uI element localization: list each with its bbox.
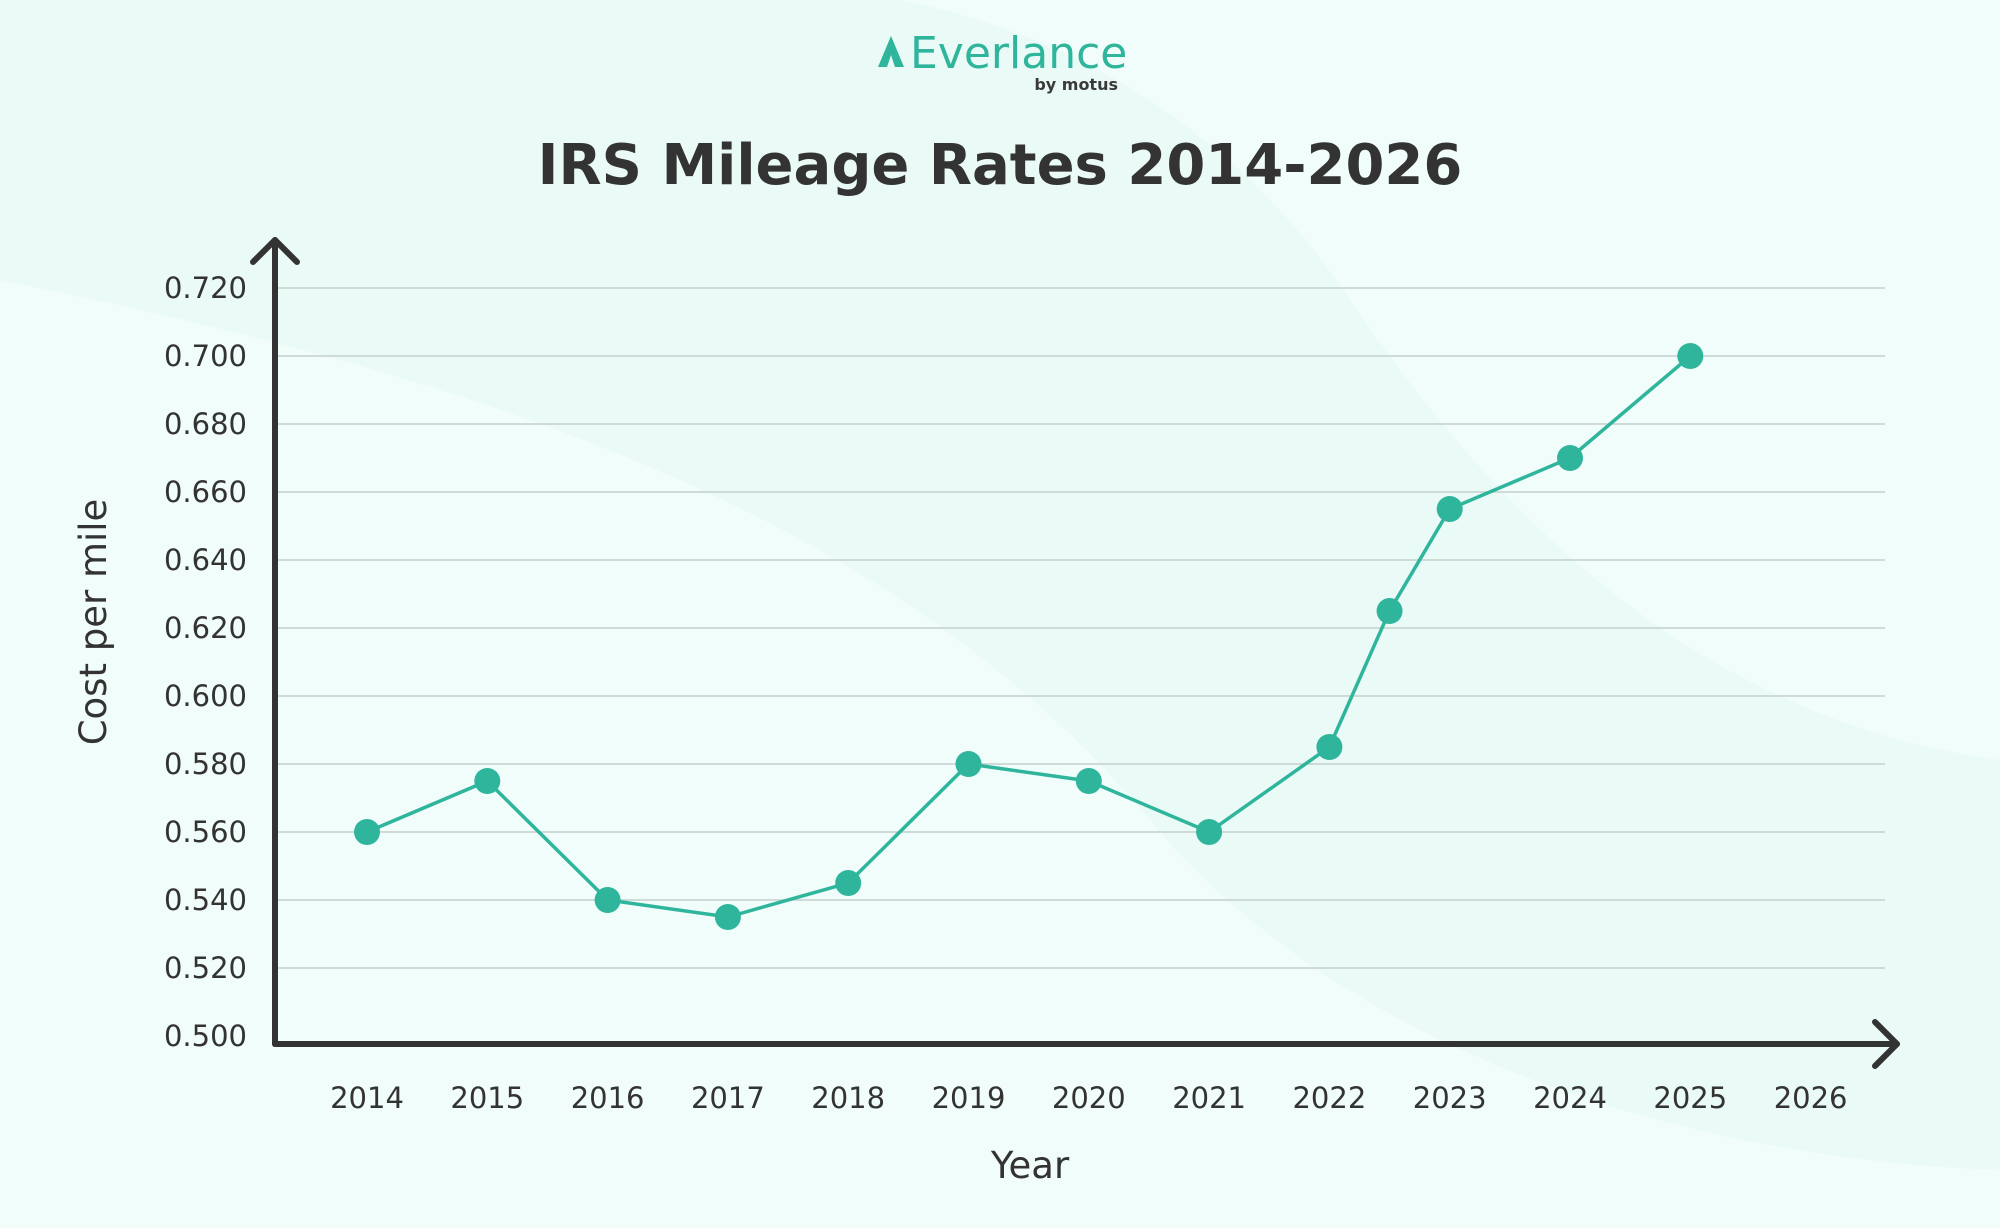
y-tick-label: 0.560 (164, 815, 247, 849)
data-point (1557, 445, 1583, 471)
data-point (714, 904, 741, 930)
x-axis-title: Year (990, 1144, 1070, 1187)
y-tick-label: 0.620 (164, 611, 247, 645)
x-tick-label: 2025 (1653, 1081, 1727, 1115)
data-point (1376, 598, 1403, 624)
data-point (354, 819, 380, 845)
logo-byline: by motus (1034, 75, 1118, 94)
x-tick-label: 2016 (571, 1081, 645, 1115)
data-point (1196, 819, 1223, 845)
y-tick-label: 0.520 (164, 951, 247, 985)
y-tick-label: 0.640 (164, 543, 247, 577)
y-tick-label: 0.680 (164, 407, 247, 441)
logo-mark-icon (878, 36, 904, 67)
x-tick-label: 2015 (450, 1081, 524, 1115)
y-axis-ticks: 0.500 0.520 0.540 0.560 0.580 0.600 0.620 0.640… (164, 271, 247, 1053)
x-tick-label: 2020 (1052, 1081, 1126, 1115)
axes (250, 237, 1900, 1069)
y-tick-label: 0.580 (164, 747, 247, 781)
chart-title: IRS Mileage Rates 2014-2026 (538, 133, 1463, 198)
x-tick-label: 2021 (1172, 1081, 1246, 1115)
x-tick-label: 2019 (932, 1081, 1006, 1115)
x-axis-arrow-icon (1872, 1019, 1900, 1069)
x-tick-label: 2022 (1292, 1081, 1366, 1115)
data-point (835, 870, 862, 896)
data-point (474, 768, 501, 794)
data-point (594, 887, 621, 913)
data-points (354, 343, 1704, 930)
grid-lines (275, 287, 1885, 969)
y-tick-label: 0.540 (164, 883, 247, 917)
everlance-logo: Everlance by motus (878, 28, 1127, 94)
logo-wordmark: Everlance (910, 28, 1127, 79)
x-tick-label: 2023 (1413, 1081, 1487, 1115)
y-axis-title: Cost per mile (72, 499, 115, 746)
data-point (1436, 496, 1463, 522)
y-axis-arrow-icon (250, 237, 300, 265)
x-tick-label: 2026 (1774, 1081, 1848, 1115)
x-tick-label: 2014 (330, 1081, 404, 1115)
y-tick-label: 0.660 (164, 475, 247, 509)
x-tick-label: 2018 (811, 1081, 885, 1115)
data-point (1316, 734, 1343, 760)
y-tick-label: 0.600 (164, 679, 247, 713)
x-tick-label: 2017 (691, 1081, 765, 1115)
x-axis-ticks: 2014 2015 2016 2017 2018 2019 2020 2021 2022 2023… (330, 1081, 1847, 1115)
y-tick-label: 0.700 (164, 339, 247, 373)
data-point (1075, 768, 1102, 794)
y-tick-label: 0.720 (164, 271, 247, 305)
data-point (955, 751, 982, 777)
background-wave (0, 0, 2000, 1170)
y-tick-label: 0.500 (164, 1019, 247, 1053)
x-tick-label: 2024 (1533, 1081, 1607, 1115)
data-point (1677, 343, 1704, 369)
